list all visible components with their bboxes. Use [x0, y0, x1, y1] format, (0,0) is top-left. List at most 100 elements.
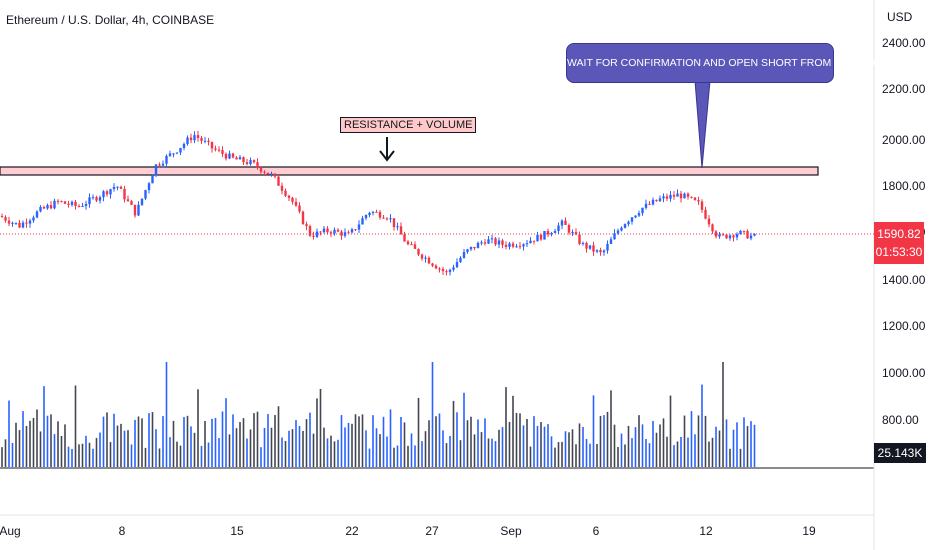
candle-body — [32, 217, 35, 221]
volume-bar — [739, 448, 742, 467]
volume-bar — [358, 416, 360, 467]
candle-body — [497, 240, 501, 245]
volume-bar — [211, 418, 213, 467]
volume-bar — [694, 434, 696, 467]
candle-body — [679, 193, 683, 199]
volume-bar — [323, 427, 325, 467]
volume-bar — [470, 416, 472, 467]
candle-body — [511, 243, 515, 247]
volume-bar — [242, 418, 245, 467]
volume-bar — [522, 425, 525, 467]
volume-bar — [274, 415, 276, 467]
volume-bar — [127, 430, 129, 467]
candle-body — [455, 262, 459, 268]
candle-body — [242, 157, 245, 163]
volume-bar — [519, 413, 521, 467]
volume-bar — [634, 427, 637, 467]
candle-body — [95, 197, 98, 201]
volume-bar — [60, 435, 63, 467]
candle-body — [536, 234, 539, 242]
candle-body — [739, 230, 742, 234]
volume-bar — [732, 429, 735, 467]
volume-bar — [330, 435, 332, 467]
volume-bar — [613, 424, 616, 467]
candle-body — [389, 218, 392, 220]
candle-body — [746, 231, 749, 239]
volume-bar — [438, 413, 441, 467]
candle-body — [420, 254, 424, 259]
candle-body — [126, 199, 130, 201]
candle-body — [448, 269, 452, 273]
volume-bar — [701, 384, 703, 467]
volume-bar — [386, 436, 388, 467]
volume-bar — [130, 444, 133, 467]
candle-body — [172, 153, 175, 155]
volume-bar — [578, 423, 581, 467]
volume-bar — [648, 443, 651, 467]
volume-bar — [494, 441, 497, 467]
candle-body — [487, 239, 490, 244]
volume-bar — [190, 426, 192, 467]
volume-bar — [473, 434, 476, 467]
candle-body — [581, 242, 585, 244]
volume-bar — [50, 414, 52, 467]
volume-bar — [561, 441, 563, 467]
candle-body — [210, 141, 214, 149]
volume-bar — [326, 438, 329, 467]
volume-bar — [228, 434, 231, 467]
volume-bar — [312, 433, 315, 467]
volume-bar — [676, 441, 679, 467]
candle-body — [56, 200, 60, 202]
candle-body — [21, 222, 25, 228]
volume-bar — [18, 430, 21, 467]
candle-body — [504, 244, 508, 247]
volume-bar — [487, 438, 490, 467]
candle-body — [301, 211, 305, 225]
volume-bar — [697, 415, 700, 467]
volume-bar — [599, 415, 602, 467]
volume-bar — [715, 426, 717, 467]
candle-body — [445, 271, 448, 273]
resistance-label[interactable]: RESISTANCE + VOLUME — [340, 117, 477, 133]
candle-body — [189, 137, 193, 141]
candle-body — [137, 204, 140, 216]
candle-body — [287, 195, 291, 198]
volume-bar — [333, 441, 336, 467]
volume-bar — [246, 438, 248, 467]
candle-body — [130, 200, 133, 205]
volume-bar — [596, 444, 598, 467]
candle-body — [305, 224, 308, 227]
volume-bar — [43, 386, 45, 467]
candle-body — [557, 225, 560, 232]
candle-body — [18, 222, 21, 228]
candle-body — [641, 207, 644, 214]
candle-body — [630, 217, 634, 222]
volume-bar — [25, 425, 28, 467]
candle-body — [298, 205, 301, 212]
candle-body — [364, 215, 368, 219]
volume-bar — [743, 417, 745, 467]
volume-bar — [8, 400, 10, 467]
volume-bar — [571, 429, 574, 467]
volume-bar — [1, 447, 3, 467]
volume-bar — [270, 427, 273, 467]
candle-body — [574, 232, 578, 235]
candle-body — [140, 198, 144, 205]
candle-body — [217, 149, 221, 151]
callout-label[interactable]: WAIT FOR CONFIRMATION AND OPEN SHORT FRO… — [566, 43, 890, 83]
y-axis-tick: 1200.00 — [882, 319, 926, 333]
volume-bar — [284, 440, 287, 467]
candle-body — [599, 250, 602, 253]
candle-body — [266, 172, 270, 175]
volume-bar — [435, 416, 437, 467]
candle-body — [182, 143, 186, 148]
candle-body — [417, 248, 420, 255]
volume-bar — [221, 411, 224, 467]
volume-bar — [200, 445, 203, 467]
candle-body — [308, 226, 312, 236]
currency-label: USD — [887, 10, 913, 24]
candle-body — [270, 173, 273, 175]
volume-bar — [750, 421, 752, 467]
volume-bar — [641, 424, 644, 467]
